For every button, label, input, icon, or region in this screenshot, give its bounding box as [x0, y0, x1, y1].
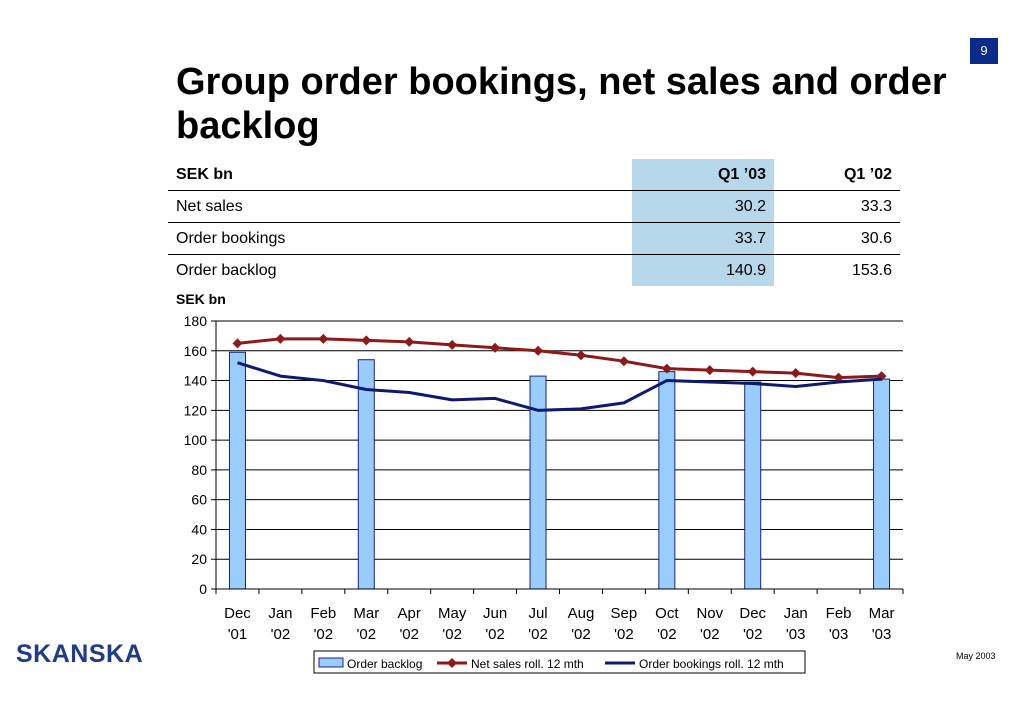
x-tick-label-year: '03: [786, 626, 806, 643]
y-tick-label: 20: [191, 551, 207, 567]
row-label: Net sales: [168, 190, 632, 223]
x-tick-label-month: Feb: [310, 605, 336, 622]
y-tick-label: 0: [199, 581, 207, 597]
x-tick-label-month: Aug: [568, 605, 595, 622]
bar-order-backlog: [228, 351, 246, 590]
x-tick-label-year: '02: [528, 626, 548, 643]
x-tick-label-year: '02: [485, 626, 505, 643]
marker-net-sales: [704, 365, 715, 376]
x-tick-label-year: '02: [271, 626, 291, 643]
x-tick-label-month: Jan: [784, 605, 808, 622]
marker-net-sales: [790, 368, 801, 379]
row-value-q1-02: 30.6: [774, 222, 900, 255]
y-tick-label: 140: [184, 373, 208, 389]
line-order-bookings: [237, 361, 882, 412]
x-tick-label-month: Dec: [224, 605, 251, 622]
x-tick-label-month: Sep: [611, 605, 638, 622]
row-label: Order backlog: [176, 261, 277, 279]
x-tick-label-year: '02: [314, 626, 334, 643]
marker-net-sales: [318, 333, 329, 344]
marker-net-sales: [575, 350, 586, 361]
table-header-row: SEK bn Q1 ’03 Q1 ’02: [168, 159, 900, 191]
row-value-q1-03: 33.7: [632, 222, 774, 255]
footer-date: May 2003: [956, 651, 996, 661]
row-label: Order bookings: [168, 222, 632, 255]
legend-label-net-sales: Net sales roll. 12 mth: [471, 657, 584, 671]
row-value-q1-03: 30.2: [632, 190, 774, 223]
y-tick-label: 180: [184, 313, 208, 329]
x-tick-label-year: '02: [442, 626, 462, 643]
marker-net-sales: [447, 339, 458, 350]
header-unit: SEK bn: [168, 159, 632, 191]
legend-box: [313, 650, 806, 674]
chart: 0 20 40 60 80 100 120 140 160 180 Dec '01 Jan '02 Feb '…: [184, 313, 904, 674]
marker-net-sales: [661, 363, 672, 374]
table-row: Net sales 30.2 33.3: [168, 190, 900, 223]
x-tick-label-month: Jan: [268, 605, 292, 622]
row-value-q1-02: 33.3: [774, 190, 900, 223]
bar-order-backlog: [357, 359, 375, 590]
bar-order-backlog: [658, 371, 676, 590]
x-tick-label-year: '02: [357, 626, 377, 643]
kpi-table: SEK bn Q1 ’03 Q1 ’02 Net sales 30.2 33.3…: [168, 159, 900, 286]
x-tick-label-year: '01: [228, 626, 248, 643]
y-tick-label: 120: [184, 402, 208, 418]
x-tick-label-year: '02: [614, 626, 634, 643]
y-tick-label: 40: [191, 521, 207, 537]
table-row: Order bookings 33.7 30.6: [168, 222, 900, 255]
slide-title: Group order bookings, net sales and orde…: [176, 61, 947, 147]
legend-swatch-order-backlog: [318, 657, 344, 668]
marker-net-sales: [618, 356, 629, 367]
x-tick-label-month: Jul: [528, 605, 547, 622]
marker-net-sales: [876, 371, 887, 382]
y-tick-label: 80: [191, 462, 207, 478]
x-tick-label-year: '02: [571, 626, 591, 643]
svg-text:SKANSKA: SKANSKA: [16, 640, 143, 666]
x-tick-label-year: '02: [700, 626, 720, 643]
legend-label-order-backlog: Order backlog: [347, 657, 422, 671]
legend-marker-net-sales: [447, 658, 457, 668]
x-tick-label-month: Oct: [655, 605, 679, 622]
header-q1-03: Q1 ’03: [632, 159, 774, 191]
marker-net-sales: [361, 335, 372, 346]
x-tick-label-month: Apr: [398, 605, 421, 622]
x-tick-label-year: '03: [872, 626, 892, 643]
row-value-q1-02: 153.6: [851, 261, 892, 279]
marker-net-sales: [833, 372, 844, 383]
x-tick-label-year: '02: [743, 626, 763, 643]
header-q1-02: Q1 ’02: [774, 159, 900, 191]
line-net-sales: [237, 337, 882, 380]
bar-order-backlog: [744, 381, 762, 590]
x-tick-label-month: Nov: [696, 605, 723, 622]
legend-label-order-bookings: Order bookings roll. 12 mth: [639, 657, 784, 671]
marker-net-sales: [533, 345, 544, 356]
x-tick-label-month: Mar: [353, 605, 379, 622]
x-tick-label-month: Dec: [739, 605, 766, 622]
table-row: Order backlog 140.9 153.6: [168, 254, 900, 286]
x-tick-label-year: '03: [829, 626, 849, 643]
x-tick-label-year: '02: [657, 626, 677, 643]
row-value-q1-03: 140.9: [632, 254, 774, 286]
y-tick-label: 160: [184, 343, 208, 359]
y-tick-label: 60: [191, 492, 207, 508]
page-number-badge: 9: [970, 38, 998, 64]
y-tick-label: 100: [184, 432, 208, 448]
x-tick-label-year: '02: [399, 626, 419, 643]
marker-net-sales: [404, 336, 415, 347]
chart-unit-label: SEK bn: [176, 291, 226, 307]
marker-net-sales: [490, 342, 501, 353]
x-tick-label-month: Jun: [483, 605, 507, 622]
marker-net-sales: [747, 366, 758, 377]
skanska-logo: SKANSKA: [16, 640, 143, 666]
x-tick-label-month: Mar: [869, 605, 895, 622]
marker-net-sales: [275, 333, 286, 344]
marker-net-sales: [232, 338, 243, 349]
bar-order-backlog: [873, 378, 891, 590]
x-tick-label-month: May: [438, 605, 467, 622]
x-tick-label-month: Feb: [826, 605, 852, 622]
